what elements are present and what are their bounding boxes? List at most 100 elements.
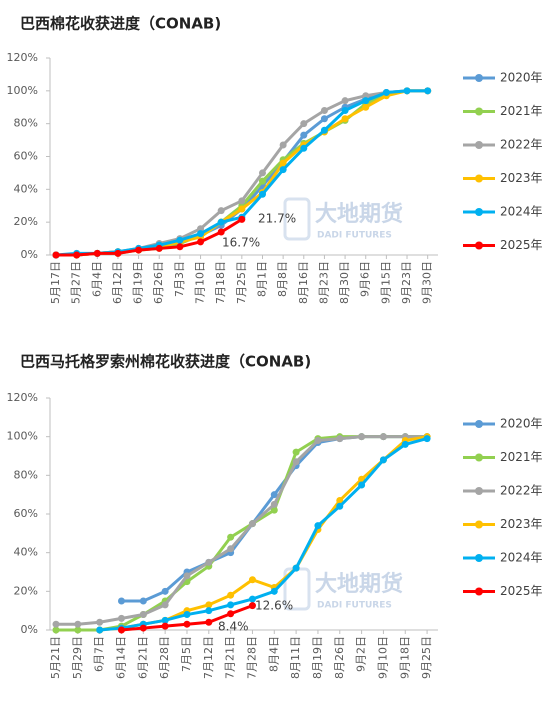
point (205, 558, 213, 566)
x-tick-label: 9月25日 (420, 636, 433, 679)
point (362, 92, 370, 100)
x-tick-label: 7月5日 (180, 636, 193, 672)
y-tick-label: 20% (14, 584, 38, 597)
x-tick-label: 6月28日 (158, 636, 171, 679)
point (161, 622, 169, 630)
chart: 巴西马托格罗索州棉花收获进度（CONAB) 0% 20% 40% 60% 80% 100% 1… (7, 353, 543, 680)
point (74, 620, 82, 628)
point (314, 522, 322, 530)
point (227, 610, 235, 618)
point (155, 244, 163, 252)
point (270, 500, 278, 508)
legend-marker (475, 141, 483, 149)
point (358, 433, 366, 441)
point (279, 141, 287, 149)
legend-label: 2021年 (500, 450, 543, 464)
point (238, 215, 246, 223)
point (117, 614, 125, 622)
x-tick-label: 7月10日 (194, 261, 207, 304)
x-tick-label: 6月26日 (152, 261, 165, 304)
legend-label: 2023年 (500, 171, 543, 185)
legend-label: 2024年 (500, 551, 543, 565)
point (227, 591, 235, 599)
point (341, 115, 349, 123)
point (362, 103, 370, 111)
series-line (56, 435, 428, 626)
legend-label: 2021年 (500, 104, 543, 118)
x-tick-label: 7月18日 (214, 261, 227, 304)
point (205, 618, 213, 626)
legend-marker (475, 107, 483, 116)
legend-label: 2022年 (500, 484, 543, 498)
point (93, 249, 101, 257)
point (197, 230, 205, 238)
point (238, 197, 246, 205)
point (300, 144, 308, 152)
legend-label: 2020年 (500, 71, 543, 85)
legend-label: 2025年 (500, 238, 543, 252)
point (96, 618, 104, 626)
legend-marker (475, 587, 483, 596)
x-tick-label: 9月2日 (355, 636, 368, 672)
x-tick-label: 9月23日 (400, 261, 413, 304)
legend-marker (475, 174, 483, 183)
point (248, 602, 256, 610)
point (336, 496, 344, 504)
point (197, 238, 205, 246)
point (135, 246, 143, 254)
point (279, 166, 287, 174)
y-tick-label: 60% (14, 507, 38, 520)
legend-marker (475, 487, 483, 495)
watermark: 大地期货 (315, 201, 403, 227)
point (258, 190, 266, 198)
point (341, 107, 349, 115)
point (217, 228, 225, 236)
x-tick-label: 8月1日 (255, 261, 268, 297)
x-tick-label: 8月4日 (267, 636, 280, 672)
annotation: 16.7% (222, 236, 260, 250)
y-tick-label: 40% (14, 546, 38, 559)
point (314, 437, 322, 445)
point (161, 587, 169, 595)
series-line (56, 218, 243, 257)
point (336, 435, 344, 443)
point (379, 433, 387, 441)
point (139, 624, 147, 632)
x-tick-label: 6月19日 (132, 261, 145, 304)
point (161, 601, 169, 609)
point (176, 243, 184, 251)
point (161, 616, 169, 624)
x-tick-label: 5月29日 (71, 636, 84, 679)
point (403, 87, 411, 95)
legend-marker (475, 208, 483, 216)
point (258, 177, 266, 185)
point (52, 620, 60, 628)
point (217, 207, 225, 215)
point (292, 458, 300, 466)
point (96, 626, 104, 634)
legend-label: 2020年 (500, 417, 543, 431)
point (238, 205, 246, 213)
point (292, 564, 300, 572)
point (341, 97, 349, 105)
point (205, 607, 213, 615)
point (336, 502, 344, 510)
x-tick-label: 6月12日 (111, 261, 124, 304)
y-tick-label: 80% (14, 468, 38, 481)
legend-label: 2022年 (500, 138, 543, 152)
point (217, 218, 225, 226)
watermark: DADI FUTURES (317, 231, 392, 241)
point (183, 611, 191, 619)
x-tick-label: 8月8日 (276, 261, 289, 297)
point (52, 251, 60, 259)
x-tick-label: 6月7日 (93, 636, 106, 672)
annotation: 12.6% (255, 599, 293, 613)
point (424, 87, 432, 95)
y-tick-label: 60% (14, 150, 38, 163)
x-tick-label: 7月12日 (202, 636, 215, 679)
x-tick-label: 9月30日 (421, 261, 434, 304)
x-tick-label: 6月14日 (114, 636, 127, 679)
x-tick-label: 7月3日 (173, 261, 186, 297)
watermark-logo (283, 197, 311, 241)
point (205, 601, 213, 609)
